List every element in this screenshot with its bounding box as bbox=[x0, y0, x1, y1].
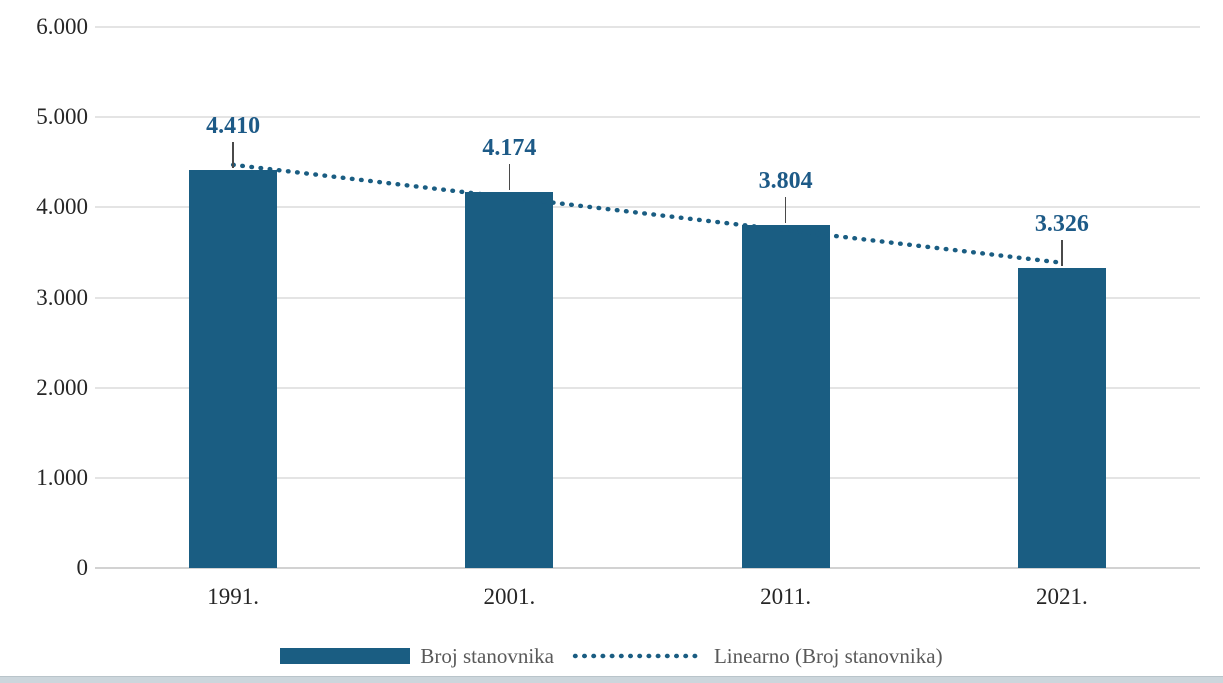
y-tick-label: 0 bbox=[76, 555, 89, 580]
data-label-leader-line bbox=[1061, 240, 1063, 267]
data-label: 3.326 bbox=[1034, 211, 1089, 238]
legend-label-broj-stanovnika: Broj stanovnika bbox=[420, 644, 554, 668]
chart-legend: Broj stanovnika Linearno (Broj stanovnik… bbox=[0, 642, 1223, 670]
legend-item-broj-stanovnika: Broj stanovnika bbox=[280, 643, 554, 669]
data-label-leader-line bbox=[508, 163, 511, 190]
gridline bbox=[95, 386, 1200, 389]
trendline bbox=[230, 162, 1065, 265]
bar-2001 bbox=[465, 191, 554, 568]
x-tick-label: 2001. bbox=[483, 584, 536, 609]
gridline bbox=[95, 206, 1200, 209]
x-axis-line bbox=[95, 567, 1200, 569]
bar-series-swatch-icon bbox=[280, 648, 411, 664]
y-tick-label: 3.000 bbox=[36, 284, 88, 310]
x-tick-label: 2011. bbox=[760, 584, 812, 609]
bar-2011 bbox=[741, 225, 830, 568]
bar-2021 bbox=[1017, 268, 1106, 568]
data-label-leader-line bbox=[232, 142, 234, 169]
gridline bbox=[95, 116, 1200, 119]
dotted-line-icon bbox=[572, 653, 704, 659]
legend-item-linearno: Linearno (Broj stanovnika) bbox=[572, 643, 943, 669]
x-tick-label: 1991. bbox=[207, 584, 259, 609]
window-bottom-edge bbox=[0, 676, 1223, 683]
gridline bbox=[95, 26, 1200, 28]
y-tick-label: 4.000 bbox=[36, 194, 88, 220]
y-tick-label: 1.000 bbox=[36, 464, 88, 490]
x-tick-label: 2021. bbox=[1036, 584, 1088, 609]
data-label: 3.804 bbox=[758, 168, 813, 194]
data-label: 4.174 bbox=[482, 134, 537, 161]
legend-label-linearno: Linearno (Broj stanovnika) bbox=[713, 644, 943, 668]
data-label: 4.410 bbox=[206, 113, 261, 140]
y-tick-label: 6.000 bbox=[36, 14, 88, 39]
bar-1991 bbox=[189, 170, 278, 568]
gridline bbox=[95, 296, 1200, 299]
data-label-leader-line bbox=[784, 197, 787, 223]
y-tick-label: 5.000 bbox=[36, 104, 88, 130]
gridline bbox=[95, 476, 1200, 479]
y-tick-label: 2.000 bbox=[36, 374, 88, 400]
